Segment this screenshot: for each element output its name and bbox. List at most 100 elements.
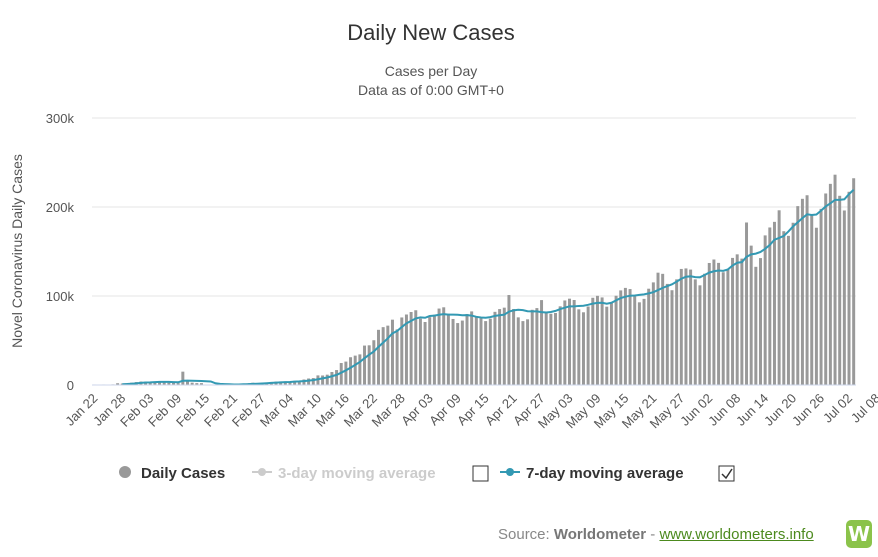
bar[interactable]: [344, 361, 348, 385]
bar[interactable]: [288, 381, 292, 385]
daily-cases-bars[interactable]: [92, 174, 856, 386]
bar[interactable]: [754, 266, 758, 385]
bar[interactable]: [484, 321, 488, 385]
bar[interactable]: [693, 279, 697, 385]
bar[interactable]: [605, 306, 609, 385]
bar[interactable]: [665, 283, 669, 385]
bar[interactable]: [637, 302, 641, 385]
bar[interactable]: [749, 245, 753, 385]
bar[interactable]: [493, 311, 497, 385]
bar[interactable]: [414, 310, 418, 385]
bar[interactable]: [507, 295, 511, 385]
bar[interactable]: [479, 318, 483, 385]
bar[interactable]: [512, 308, 516, 385]
bar[interactable]: [591, 297, 595, 385]
legend-item-7day-average[interactable]: 7-day moving average: [500, 465, 684, 482]
bar[interactable]: [661, 273, 665, 385]
bar[interactable]: [190, 382, 194, 385]
bar[interactable]: [642, 298, 646, 385]
bar[interactable]: [349, 357, 353, 385]
bar[interactable]: [828, 183, 832, 385]
bar[interactable]: [581, 312, 585, 385]
bar[interactable]: [577, 309, 581, 385]
legend-7day-checkbox[interactable]: [718, 465, 735, 482]
bar[interactable]: [367, 345, 371, 385]
bar[interactable]: [321, 375, 325, 385]
bar[interactable]: [759, 258, 762, 385]
legend-item-daily-cases[interactable]: Daily Cases: [119, 465, 225, 482]
bar[interactable]: [325, 374, 329, 385]
bar[interactable]: [307, 378, 311, 386]
bar[interactable]: [717, 262, 721, 385]
bar[interactable]: [777, 210, 781, 385]
bar[interactable]: [786, 235, 790, 385]
bar[interactable]: [339, 363, 343, 385]
bar[interactable]: [363, 345, 367, 385]
bar[interactable]: [838, 195, 842, 385]
bar[interactable]: [526, 319, 530, 385]
bar[interactable]: [353, 355, 357, 385]
bar[interactable]: [810, 214, 814, 385]
bar[interactable]: [521, 321, 525, 385]
bar[interactable]: [628, 289, 632, 385]
bar[interactable]: [698, 285, 702, 385]
bar[interactable]: [432, 314, 436, 385]
bar[interactable]: [595, 295, 599, 385]
bar[interactable]: [814, 227, 818, 385]
bar[interactable]: [782, 231, 786, 385]
bar[interactable]: [707, 262, 711, 385]
bar[interactable]: [465, 313, 469, 385]
bar[interactable]: [162, 382, 166, 385]
bar[interactable]: [409, 312, 413, 385]
bar[interactable]: [586, 306, 590, 386]
bar[interactable]: [745, 222, 749, 385]
bar[interactable]: [158, 381, 162, 385]
source-link[interactable]: www.worldometers.info: [659, 526, 814, 543]
bar[interactable]: [609, 302, 613, 385]
bar[interactable]: [423, 321, 427, 385]
bar[interactable]: [116, 383, 120, 385]
bar[interactable]: [460, 320, 464, 385]
bar[interactable]: [684, 268, 688, 385]
bar[interactable]: [670, 290, 674, 385]
bar[interactable]: [656, 272, 660, 385]
bar[interactable]: [498, 309, 502, 385]
bar[interactable]: [535, 308, 539, 385]
bar[interactable]: [619, 290, 623, 385]
bar[interactable]: [558, 306, 562, 385]
bar[interactable]: [731, 257, 735, 385]
bar[interactable]: [572, 300, 576, 385]
bar[interactable]: [726, 269, 730, 385]
bar[interactable]: [437, 308, 441, 385]
bar[interactable]: [153, 381, 157, 385]
bar[interactable]: [167, 382, 171, 385]
bar[interactable]: [703, 273, 707, 385]
bar[interactable]: [772, 221, 776, 385]
bar[interactable]: [600, 297, 604, 385]
bar[interactable]: [740, 258, 744, 385]
bar[interactable]: [297, 380, 301, 385]
bar[interactable]: [283, 381, 287, 385]
bar[interactable]: [721, 272, 725, 385]
bar[interactable]: [418, 318, 422, 385]
bar[interactable]: [805, 195, 809, 385]
seven-day-moving-average-line[interactable]: [122, 189, 855, 386]
bar[interactable]: [847, 191, 851, 385]
bar[interactable]: [148, 382, 152, 385]
bar[interactable]: [372, 340, 376, 385]
worldometer-logo-icon[interactable]: W: [846, 520, 872, 548]
bar[interactable]: [852, 178, 856, 385]
bar[interactable]: [791, 222, 795, 385]
bar[interactable]: [623, 287, 627, 385]
bar[interactable]: [647, 288, 651, 385]
bar[interactable]: [563, 300, 567, 385]
bar[interactable]: [390, 319, 394, 385]
bar[interactable]: [195, 383, 199, 385]
bar[interactable]: [199, 383, 203, 385]
bar[interactable]: [651, 282, 655, 385]
bar[interactable]: [470, 311, 474, 385]
bar[interactable]: [679, 268, 683, 385]
bar[interactable]: [446, 313, 450, 385]
bar[interactable]: [428, 317, 432, 385]
bar[interactable]: [172, 382, 176, 385]
